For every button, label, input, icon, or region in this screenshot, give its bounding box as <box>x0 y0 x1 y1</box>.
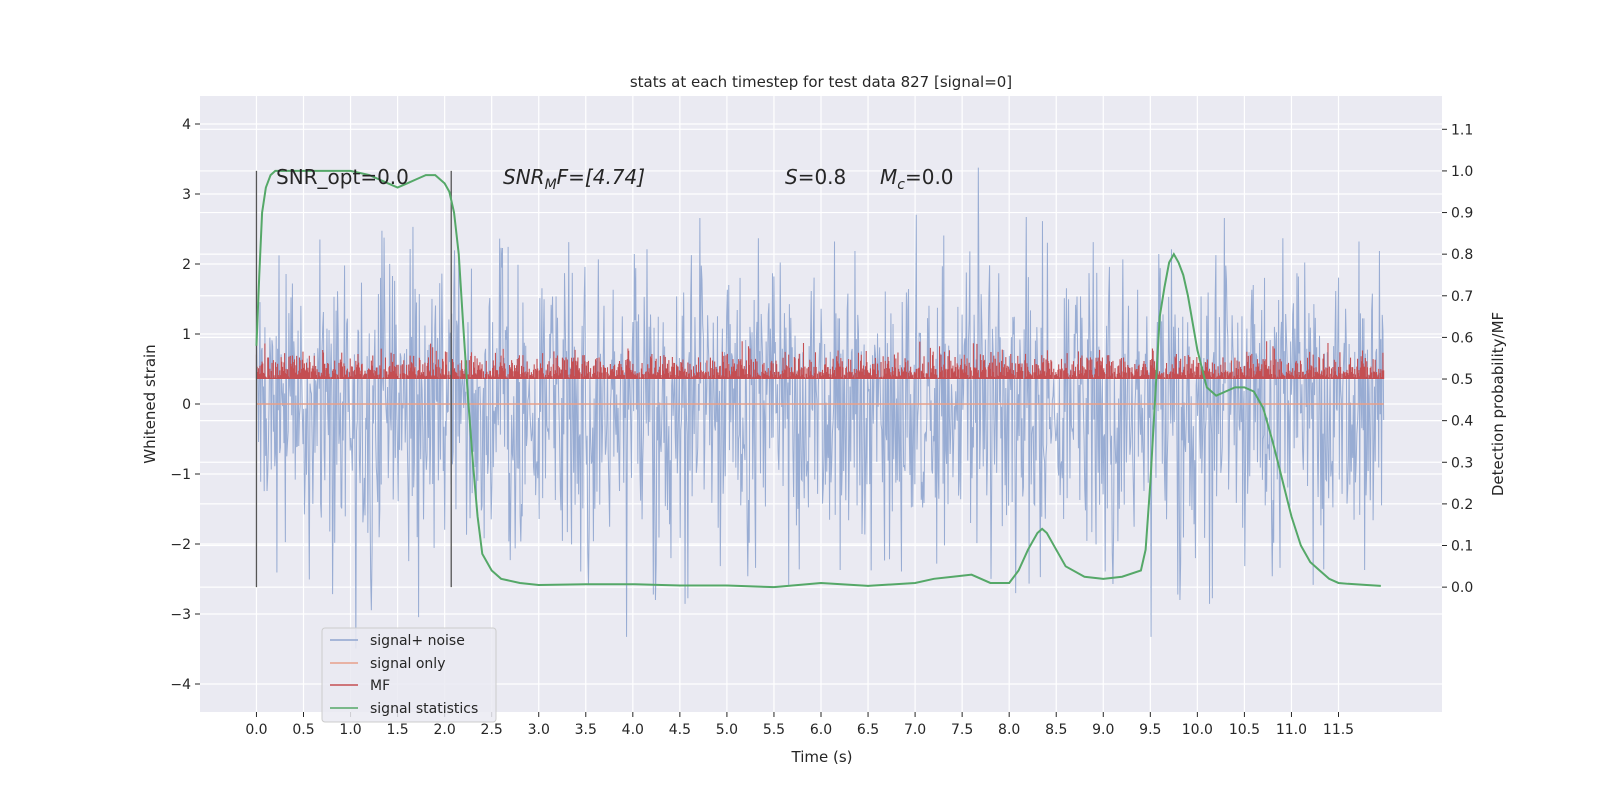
x-tick-label-5: 2.5 <box>481 722 503 738</box>
legend: signal+ noise signal only MF signal stat… <box>321 627 497 723</box>
annotation-s: S=0.8 <box>785 165 846 189</box>
x-tick-label-14: 7.0 <box>904 722 926 738</box>
yl-tick-label-7: −3 <box>170 607 191 623</box>
x-tick-label-17: 8.5 <box>1045 722 1067 738</box>
yr-tick-label-5: 0.6 <box>1451 330 1473 346</box>
signal-noise-path <box>255 167 1385 649</box>
annotation-snr-opt: SNR_opt=0.0 <box>276 165 409 189</box>
yr-tick-label-6: 0.5 <box>1451 372 1473 388</box>
y-axis-label-left: Whitened strain <box>141 344 159 463</box>
legend-label-signal-only: signal only <box>370 656 445 672</box>
x-tick-label-4: 2.0 <box>434 722 456 738</box>
yl-tick-label-4: 0 <box>182 397 191 413</box>
annotation-snr-mf: SNRMF=[4.74] <box>503 165 645 193</box>
x-tick-label-3: 1.5 <box>386 722 408 738</box>
yr-tick-label-0: 1.1 <box>1451 122 1473 138</box>
yr-tick-label-10: 0.1 <box>1451 539 1473 555</box>
x-tick-label-19: 9.5 <box>1139 722 1161 738</box>
annotation-mc: Mc=0.0 <box>880 165 954 193</box>
yr-tick-label-3: 0.8 <box>1451 247 1473 263</box>
x-tick-label-13: 6.5 <box>857 722 879 738</box>
x-tick-label-10: 5.0 <box>716 722 738 738</box>
yl-tick-label-0: 4 <box>182 117 191 133</box>
legend-box <box>321 627 497 723</box>
yr-tick-label-1: 1.0 <box>1451 164 1473 180</box>
x-tick-label-15: 7.5 <box>951 722 973 738</box>
legend-label-noise: signal+ noise <box>370 633 465 649</box>
x-tick-label-21: 10.5 <box>1229 722 1260 738</box>
x-tick-label-6: 3.0 <box>528 722 550 738</box>
signal-noise-series <box>255 167 1385 649</box>
yr-tick-label-2: 0.9 <box>1451 206 1473 222</box>
yr-tick-label-7: 0.4 <box>1451 414 1473 430</box>
x-tick-label-12: 6.0 <box>810 722 832 738</box>
x-tick-label-2: 1.0 <box>339 722 361 738</box>
legend-label-stat: signal statistics <box>370 701 478 717</box>
x-tick-label-0: 0.0 <box>245 722 267 738</box>
x-tick-label-16: 8.0 <box>998 722 1020 738</box>
x-tick-label-11: 5.5 <box>763 722 785 738</box>
legend-label-mf: MF <box>370 678 390 694</box>
signal-statistics-line <box>255 169 1381 589</box>
x-tick-label-9: 4.5 <box>669 722 691 738</box>
yr-tick-label-4: 0.7 <box>1451 289 1473 305</box>
x-tick-label-8: 4.0 <box>622 722 644 738</box>
yr-tick-label-8: 0.3 <box>1451 455 1473 471</box>
x-tick-label-22: 11.0 <box>1276 722 1307 738</box>
yl-tick-label-6: −2 <box>170 537 191 553</box>
x-tick-label-7: 3.5 <box>575 722 597 738</box>
x-tick-label-18: 9.0 <box>1092 722 1114 738</box>
yl-tick-label-3: 1 <box>182 327 191 343</box>
x-tick-label-20: 10.0 <box>1182 722 1213 738</box>
yl-tick-label-1: 3 <box>182 187 191 203</box>
yl-tick-label-5: −1 <box>170 467 191 483</box>
vertical-markers <box>255 170 452 588</box>
axis-ticks: 0.0 0.5 1.0 1.5 2.0 2.5 3.0 3.5 4.0 4.5 5.0 5.5 6.0 6… <box>170 117 1473 738</box>
x-tick-label-1: 0.5 <box>292 722 314 738</box>
chart-title: stats at each timestep for test data 827… <box>630 73 1012 91</box>
y-axis-label-right: Detection probability/MF <box>1489 312 1507 496</box>
yr-tick-label-11: 0.0 <box>1451 580 1473 596</box>
yl-tick-label-2: 2 <box>182 257 191 273</box>
x-axis-label: Time (s) <box>791 748 853 766</box>
x-tick-label-23: 11.5 <box>1323 722 1354 738</box>
yr-tick-label-9: 0.2 <box>1451 497 1473 513</box>
yl-tick-label-8: −4 <box>170 677 191 693</box>
